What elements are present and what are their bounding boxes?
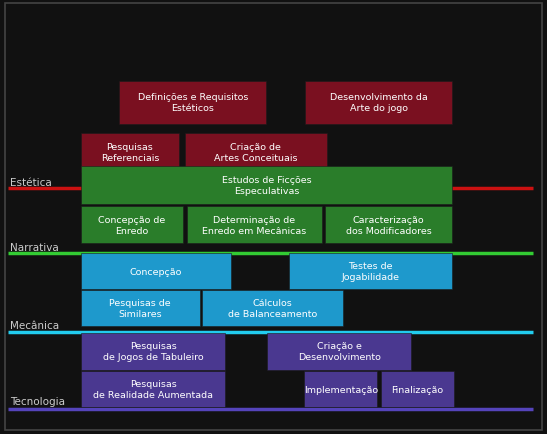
Text: Narrativa: Narrativa xyxy=(10,243,59,252)
FancyBboxPatch shape xyxy=(81,167,452,205)
FancyBboxPatch shape xyxy=(81,134,179,172)
FancyBboxPatch shape xyxy=(289,254,452,289)
FancyBboxPatch shape xyxy=(187,207,322,244)
FancyBboxPatch shape xyxy=(325,207,452,244)
Text: Pesquisas
de Realidade Aumentada: Pesquisas de Realidade Aumentada xyxy=(93,379,213,399)
Text: Caracterização
dos Modificadores: Caracterização dos Modificadores xyxy=(346,215,432,235)
Text: Concepção de
Enredo: Concepção de Enredo xyxy=(98,215,166,235)
FancyBboxPatch shape xyxy=(304,371,377,408)
FancyBboxPatch shape xyxy=(305,82,452,125)
Text: Determinação de
Enredo em Mecânicas: Determinação de Enredo em Mecânicas xyxy=(202,215,306,235)
Text: Testes de
Jogabilidade: Testes de Jogabilidade xyxy=(341,262,400,282)
FancyBboxPatch shape xyxy=(81,207,183,244)
FancyBboxPatch shape xyxy=(81,333,225,370)
Text: Cálculos
de Balanceamento: Cálculos de Balanceamento xyxy=(228,299,317,319)
Text: Definições e Requisitos
Estéticos: Definições e Requisitos Estéticos xyxy=(138,93,248,113)
FancyBboxPatch shape xyxy=(185,134,327,172)
Text: Criação de
Artes Conceituais: Criação de Artes Conceituais xyxy=(214,143,298,163)
Text: Criação e
Desenvolvimento: Criação e Desenvolvimento xyxy=(298,342,381,362)
FancyBboxPatch shape xyxy=(381,371,454,408)
FancyBboxPatch shape xyxy=(267,333,411,370)
FancyBboxPatch shape xyxy=(119,82,266,125)
Text: Desenvolvimento da
Arte do jogo: Desenvolvimento da Arte do jogo xyxy=(330,93,428,113)
FancyBboxPatch shape xyxy=(81,254,231,289)
FancyBboxPatch shape xyxy=(81,371,225,408)
Text: Pesquisas de
Similares: Pesquisas de Similares xyxy=(109,299,171,319)
Text: Mecânica: Mecânica xyxy=(10,321,59,330)
Text: Finalização: Finalização xyxy=(391,385,444,394)
Text: Pesquisas
de Jogos de Tabuleiro: Pesquisas de Jogos de Tabuleiro xyxy=(103,342,203,362)
Text: Tecnologia: Tecnologia xyxy=(10,397,65,406)
Text: Estudos de Ficções
Especulativas: Estudos de Ficções Especulativas xyxy=(222,176,311,196)
Text: Pesquisas
Referenciais: Pesquisas Referenciais xyxy=(101,143,159,163)
Text: Implementação: Implementação xyxy=(304,385,378,394)
FancyBboxPatch shape xyxy=(81,291,200,326)
FancyBboxPatch shape xyxy=(202,291,343,326)
Text: Estética: Estética xyxy=(10,178,51,187)
Text: Concepção: Concepção xyxy=(130,267,182,276)
